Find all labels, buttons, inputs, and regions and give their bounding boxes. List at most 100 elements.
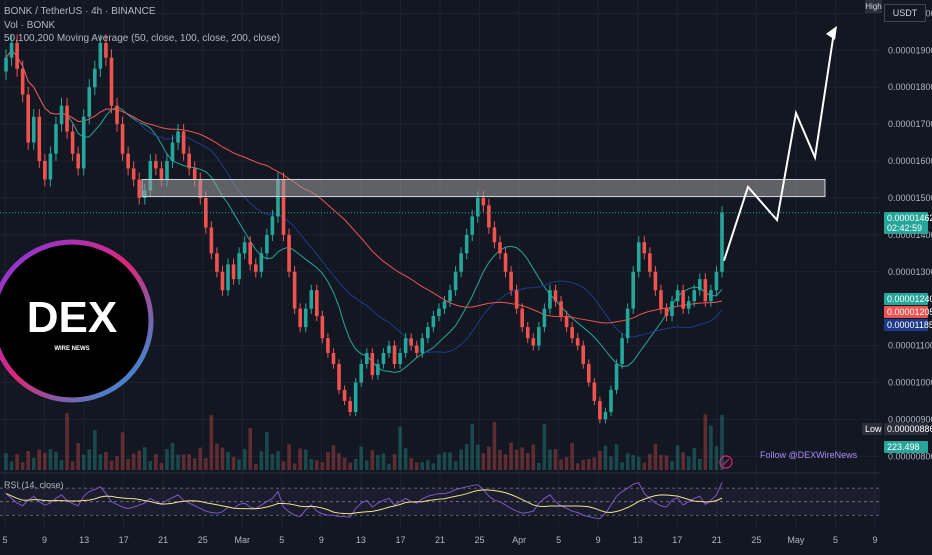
volume-bar <box>575 463 580 470</box>
candle <box>603 407 608 424</box>
volume-bar <box>537 462 541 470</box>
volume-bar <box>170 442 175 470</box>
candle <box>614 359 619 395</box>
candle <box>126 146 130 176</box>
volume-bar <box>337 453 341 470</box>
candle <box>431 310 436 333</box>
time-axis[interactable]: 5 9 13 17 21 25 Mar 5 9 13 17 21 25 Apr 5 9 13 17 21 25 May 5… <box>0 530 932 550</box>
volume-bar <box>87 449 92 470</box>
candle <box>9 34 14 67</box>
dex-logo: DEX WIRE NEWS <box>0 239 154 403</box>
candle <box>592 378 597 406</box>
volume-bar <box>270 453 275 470</box>
logo-subtext: WIRE NEWS <box>54 346 89 352</box>
candle <box>381 348 386 369</box>
time-tick-label: 9 <box>872 535 877 545</box>
candle <box>326 333 330 358</box>
volume-bar <box>198 447 203 470</box>
volume-bar <box>659 455 663 470</box>
svg-text:0.00001185: 0.00001185 <box>887 320 932 330</box>
volume-bar <box>187 454 191 470</box>
volume-bar <box>165 449 169 470</box>
candle <box>237 247 241 285</box>
candle <box>59 97 64 132</box>
follow-text: Follow @DEXWireNews <box>760 450 858 460</box>
candle <box>115 97 119 132</box>
volume-bar <box>664 455 669 470</box>
logo-circle <box>0 239 154 403</box>
volume-bar <box>398 426 402 470</box>
price-tag: 0.00000886 Low <box>862 423 932 435</box>
candle <box>20 60 25 103</box>
time-tick-label: Apr <box>512 535 526 545</box>
candle <box>598 396 602 424</box>
candle <box>631 265 635 314</box>
volume-bar <box>43 453 47 470</box>
candle <box>653 265 658 296</box>
symbol-header: BONK / TetherUS · 4h · BINANCE <box>4 6 156 17</box>
volume-bar <box>470 423 475 470</box>
price-tick-label: 0.00001800 <box>888 82 932 92</box>
candle <box>514 284 519 314</box>
candle <box>564 310 569 333</box>
volume-bar <box>564 457 569 470</box>
price-tick-label: 0.00001600 <box>888 156 932 166</box>
projection-path <box>723 31 835 261</box>
candle <box>265 228 269 260</box>
candle <box>376 359 380 380</box>
candle <box>487 198 491 234</box>
candle <box>570 322 574 344</box>
volume-bar <box>248 428 253 470</box>
volume-bar <box>720 415 724 470</box>
volume-bar <box>420 462 425 470</box>
volume-bar <box>176 454 180 470</box>
candle <box>176 124 180 150</box>
volume-bar <box>54 451 58 470</box>
volume-bar <box>131 453 136 470</box>
candle <box>714 265 719 296</box>
volume-bar <box>242 448 247 470</box>
volume-bar <box>126 458 130 470</box>
candle <box>509 265 513 296</box>
candle <box>248 236 253 271</box>
candle <box>403 333 408 358</box>
time-tick-label: 9 <box>319 535 324 545</box>
volume-bar <box>514 449 519 470</box>
price-tick-label: 0.00001100 <box>888 341 932 351</box>
candle <box>553 284 558 307</box>
volume-bar <box>181 454 186 470</box>
price-axis[interactable]: 0.000020000.000019000.000018000.00001700… <box>882 0 932 550</box>
candle <box>187 146 191 176</box>
time-tick-label: 17 <box>119 535 129 545</box>
currency-selector[interactable]: USDT <box>884 4 926 22</box>
volume-bar <box>259 451 264 470</box>
volume-bar <box>59 460 64 470</box>
volume-bar <box>625 453 630 470</box>
volume-bar <box>392 454 397 470</box>
volume-bar <box>692 447 697 470</box>
candle <box>559 295 563 322</box>
candle <box>537 322 541 351</box>
candle <box>531 333 536 351</box>
volume-bar <box>548 449 552 470</box>
volume-bar <box>20 462 25 470</box>
candle <box>298 303 302 333</box>
time-tick-label: 13 <box>79 535 89 545</box>
candle <box>664 303 669 322</box>
candle <box>320 310 325 344</box>
candle <box>287 228 291 278</box>
candle <box>697 273 702 296</box>
volume-bar <box>154 454 158 470</box>
price-tag: 223.498 <box>884 441 928 453</box>
volume-bar <box>531 444 536 470</box>
candle <box>659 284 663 314</box>
volume-bar <box>464 444 469 470</box>
volume-bar <box>231 456 236 470</box>
volume-bar <box>298 448 302 470</box>
time-tick-label: 21 <box>712 535 722 545</box>
time-tick-label: 21 <box>435 535 445 545</box>
